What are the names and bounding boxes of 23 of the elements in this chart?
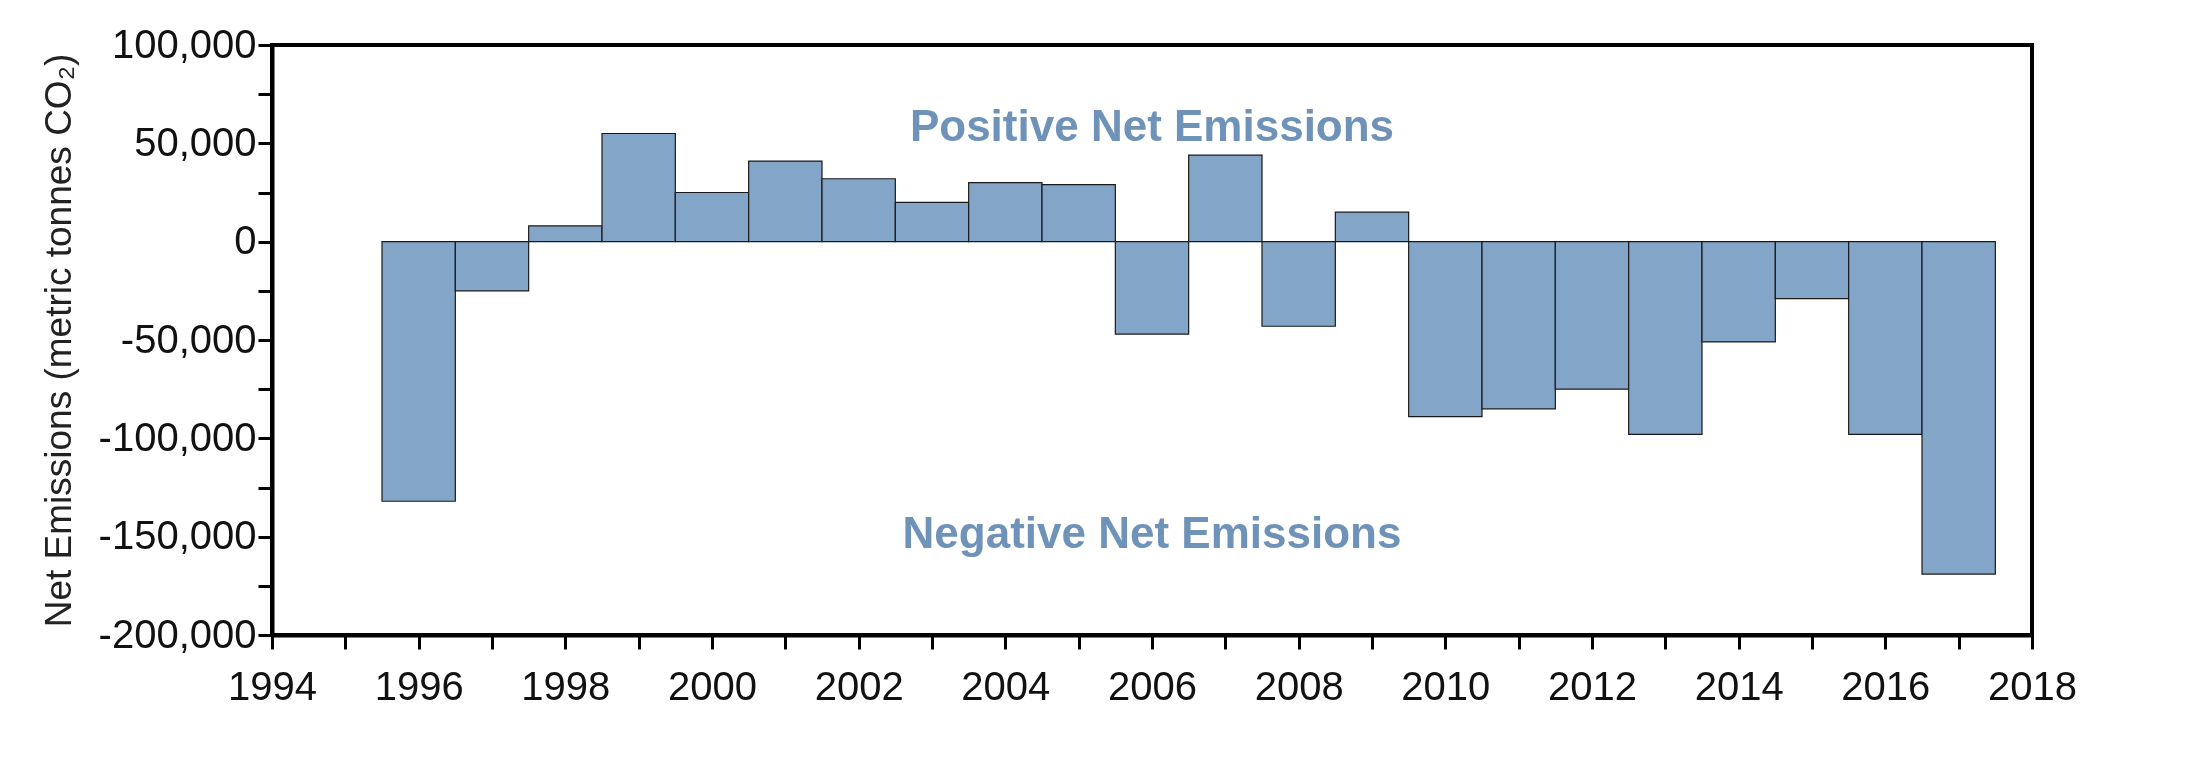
x-tick-label: 2012 xyxy=(1548,663,1637,708)
x-tick-label: 2016 xyxy=(1841,663,1931,708)
annotation: Positive Net Emissions xyxy=(909,100,1395,150)
x-tick-label: 2010 xyxy=(1401,663,1491,708)
x-tick-label: 2006 xyxy=(1108,663,1197,708)
y-axis-title: Net Emissions (metric tonnes CO₂) xyxy=(37,53,79,628)
y-tick-label: -200,000 xyxy=(98,611,257,656)
x-tick-label: 2008 xyxy=(1254,663,1344,708)
x-tick-label: 1996 xyxy=(374,663,464,708)
y-tick-label: -150,000 xyxy=(98,513,257,558)
x-tick-label: 2018 xyxy=(1988,663,2077,708)
x-tick-label: 2014 xyxy=(1694,663,1784,708)
y-tick-label: -50,000 xyxy=(120,316,257,361)
y-tick-label: 0 xyxy=(234,218,257,263)
x-tick-label: 2002 xyxy=(814,663,904,708)
y-tick-label: -100,000 xyxy=(98,414,257,459)
x-tick-label: 2004 xyxy=(961,663,1051,708)
y-tick-label: 50,000 xyxy=(134,119,257,164)
x-tick-label: 1994 xyxy=(228,663,317,708)
x-tick-label: 2000 xyxy=(668,663,757,708)
annotation: Negative Net Emissions xyxy=(902,507,1402,557)
x-tick-label: 1998 xyxy=(521,663,611,708)
y-tick-label: 100,000 xyxy=(111,21,257,66)
